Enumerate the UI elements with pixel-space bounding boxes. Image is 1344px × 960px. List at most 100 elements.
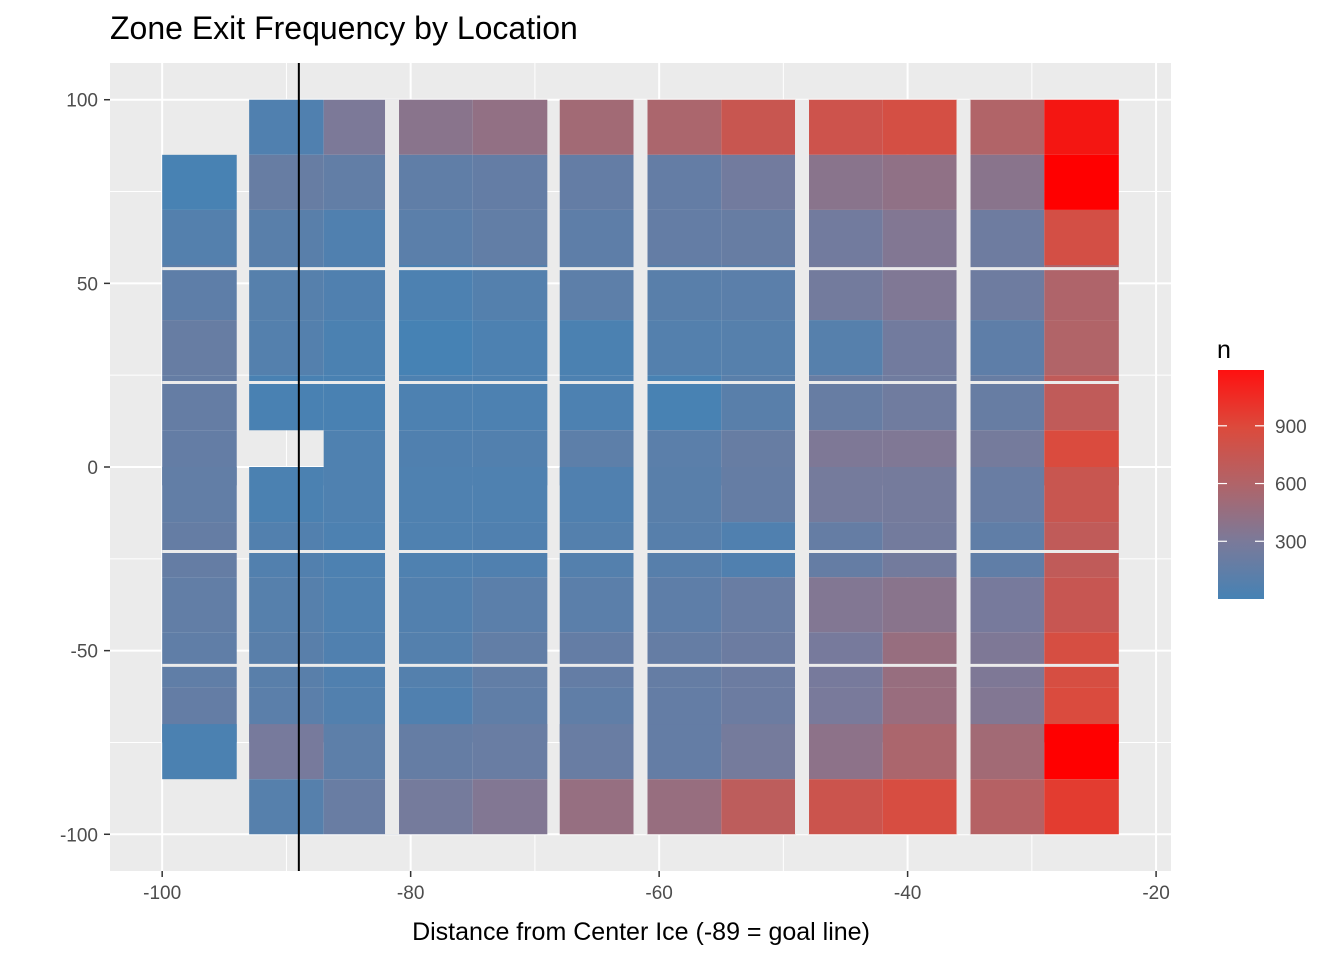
legend-tick-label: 300 [1275,532,1307,553]
heatmap-cell [1044,724,1119,780]
heatmap-cell [808,99,883,155]
heatmap-cell [472,320,548,376]
legend-title: n [1217,336,1231,364]
heatmap-cell [808,265,883,321]
heatmap-cell [969,632,1045,688]
heatmap-cell [1044,209,1119,265]
heatmap-cell [249,522,324,578]
heatmap-cell [398,522,473,578]
heatmap-cell [559,99,635,155]
chart-title: Zone Exit Frequency by Location [110,10,578,46]
heatmap-cell [882,632,958,688]
heatmap-cell [398,99,473,155]
heatmap-cell [969,154,1045,210]
heatmap-cell [1044,265,1119,321]
heatmap-cell [398,779,473,835]
heatmap-cell [472,209,548,265]
heatmap-cell [721,99,796,155]
heatmap-cell [472,265,548,321]
x-tick-label: -100 [143,883,181,904]
heatmap-cell [882,779,958,835]
heatmap-cell [969,375,1045,431]
heatmap-cell [1044,154,1119,210]
heatmap-cell [969,724,1045,780]
heatmap-cell [808,522,883,578]
x-tick-label: -40 [894,883,921,904]
column-gap [633,99,648,835]
y-tick-label: -50 [71,642,98,663]
heatmap-cell [249,375,324,431]
heatmap-cell [808,375,883,431]
heatmap-cell [646,522,722,578]
column-gap [385,99,400,835]
heatmap-cell [1044,99,1119,155]
heatmap-cell [162,265,237,321]
heatmap-cell [162,467,237,523]
heatmap-cell [721,375,796,431]
heatmap-cell [398,265,473,321]
heatmap-cell [646,577,722,633]
heatmap-cell [398,632,473,688]
x-tick-label: -80 [397,883,424,904]
heatmap-cell [969,265,1045,321]
heatmap-cell [472,577,548,633]
x-axis-ticks: -100 -80 -60 -40 -20 [143,871,1170,904]
heatmap-cell [398,577,473,633]
heatmap-cell [559,375,635,431]
heatmap-cell [472,467,548,523]
heatmap-cell [808,467,883,523]
heatmap-cell [559,467,635,523]
heatmap-cell [808,577,883,633]
heatmap-cell [969,467,1045,523]
heatmap-cell [808,632,883,688]
heatmap-cell [249,154,324,210]
heatmap-cell [721,265,796,321]
heatmap-cell [1044,632,1119,688]
heatmap-cell [808,320,883,376]
heatmap-cell [559,577,635,633]
heatmap-cell [559,154,635,210]
heatmap-cell [882,577,958,633]
heatmap-cell [646,779,722,835]
heatmap-cell [162,632,237,688]
heatmap-cell [162,522,237,578]
heatmap-cell [398,154,473,210]
heatmap-cell [721,467,796,523]
column-gap [956,99,971,835]
heatmap-cell [969,320,1045,376]
heatmap-cell [162,320,237,376]
heatmap-cell [472,632,548,688]
heatmap-cell [559,779,635,835]
heatmap-cell [398,724,473,780]
heatmap-cell [162,577,237,633]
heatmap-cell [472,779,548,835]
heatmap-cell [398,320,473,376]
legend-ticks: 300 600 900 [1218,417,1307,553]
heatmap-cell [559,632,635,688]
heatmap-cell [808,154,883,210]
heatmap-cell [721,522,796,578]
heatmap-cell [398,375,473,431]
heatmap-cell [969,522,1045,578]
heatmap-cell [559,320,635,376]
heatmap-cell [721,632,796,688]
block-separators [162,99,1119,835]
x-tick-label: -20 [1142,883,1169,904]
heatmap-cell [646,320,722,376]
heatmap-cell [249,467,324,523]
heatmap-cell [882,375,958,431]
heatmap-cell [808,209,883,265]
heatmap-cell [808,724,883,780]
heatmap-cell [882,99,958,155]
heatmap-cell [1044,320,1119,376]
heatmap-cell [1044,779,1119,835]
heatmap-cell [472,154,548,210]
heatmap-cell [646,154,722,210]
heatmap-cell [646,209,722,265]
heatmap-cell [721,724,796,780]
heatmap-cell [1044,522,1119,578]
heatmap-cell [721,154,796,210]
heatmap-cell [721,209,796,265]
heatmap-cell [249,209,324,265]
